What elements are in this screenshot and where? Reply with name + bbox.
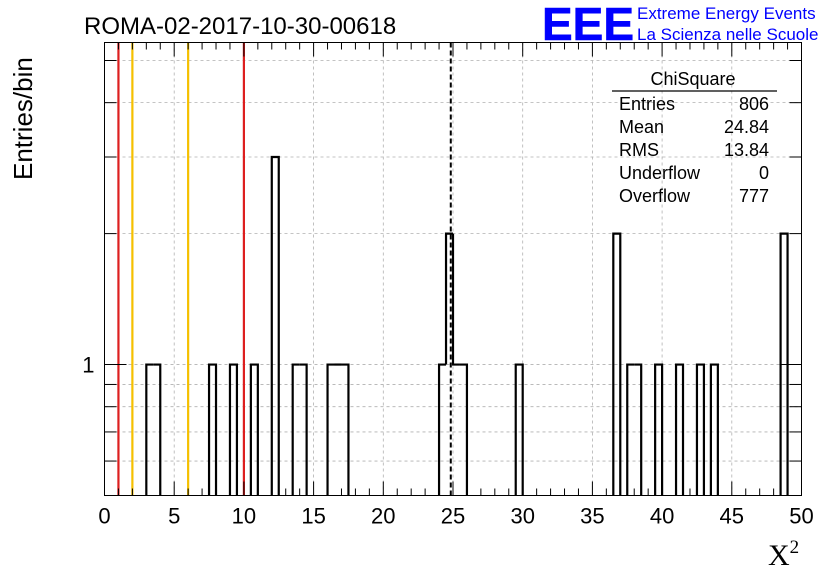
eee-logo-mark: EEE (542, 0, 634, 50)
histogram-bin (634, 363, 643, 496)
x-tick-label: 5 (168, 504, 180, 529)
histogram-bin (444, 232, 453, 365)
histogram-bin (299, 363, 308, 496)
y-tick-label: 1 (82, 353, 94, 378)
histogram-bin (674, 363, 685, 496)
y-axis-title: Entries/bin (8, 57, 38, 180)
stats-box-name: ChiSquare (650, 69, 735, 89)
x-tick-label: 30 (510, 504, 534, 529)
axis-ticks: 0 5 10 15 20 25 30 35 40 45 50 1 (82, 42, 814, 529)
plot-frame (104, 42, 802, 496)
stats-row-label: Underflow (619, 163, 701, 183)
stats-box: ChiSquare Entries 806 Mean 24.84 RMS 13.84 Und… (612, 69, 777, 206)
histogram-bin (291, 363, 300, 496)
stats-row-label: RMS (619, 140, 659, 160)
x-tick-label: 25 (441, 504, 465, 529)
histogram-bin (695, 363, 706, 496)
histogram-bin (709, 363, 719, 496)
histogram-bin (626, 363, 635, 496)
histogram-bin (207, 363, 218, 496)
histogram-bin (437, 363, 447, 496)
stats-row-label: Mean (619, 117, 664, 137)
stats-row-value: 0 (759, 163, 769, 183)
vertical-lines (117, 42, 452, 496)
stats-rows: Entries 806 Mean 24.84 RMS 13.84 Underflow 0 Ove… (619, 94, 769, 206)
stats-row-value: 24.84 (724, 117, 769, 137)
histogram-bin (228, 363, 239, 496)
x-tick-label: 35 (580, 504, 604, 529)
histogram-bin (153, 363, 162, 496)
stats-row-value: 13.84 (724, 140, 769, 160)
eee-logo-line1: Extreme Energy Events (637, 4, 816, 23)
x-tick-label: 20 (371, 504, 395, 529)
histogram-bin (145, 363, 154, 496)
x-tick-label: 0 (98, 504, 110, 529)
stats-row-value: 777 (739, 186, 769, 206)
chart-title: ROMA-02-2017-10-30-00618 (84, 13, 396, 40)
histogram (145, 155, 789, 496)
eee-logo: EEE Extreme Energy Events La Scienza nel… (542, 0, 819, 50)
x-tick-label: 50 (789, 504, 813, 529)
x-axis-title-sup: 2 (790, 537, 800, 558)
histogram-bin (451, 233, 460, 366)
histogram-bin (341, 363, 350, 496)
stats-row-label: Entries (619, 94, 675, 114)
x-tick-label: 45 (720, 504, 744, 529)
histogram-bin (270, 155, 280, 496)
histogram-bin (612, 232, 622, 496)
histogram-bin (249, 363, 259, 496)
histogram-bin (654, 363, 664, 496)
histogram-bin (514, 363, 524, 496)
stats-row-label: Overflow (619, 186, 691, 206)
histogram-bin (459, 363, 469, 496)
stats-row-value: 806 (739, 94, 769, 114)
x-tick-label: 40 (650, 504, 674, 529)
x-tick-label: 15 (301, 504, 325, 529)
x-axis-title: X2 (768, 537, 799, 572)
x-axis-title-base: X (768, 539, 790, 572)
x-tick-label: 10 (232, 504, 256, 529)
histogram-bin (326, 363, 335, 496)
eee-logo-line2: La Scienza nelle Scuole (637, 25, 818, 44)
